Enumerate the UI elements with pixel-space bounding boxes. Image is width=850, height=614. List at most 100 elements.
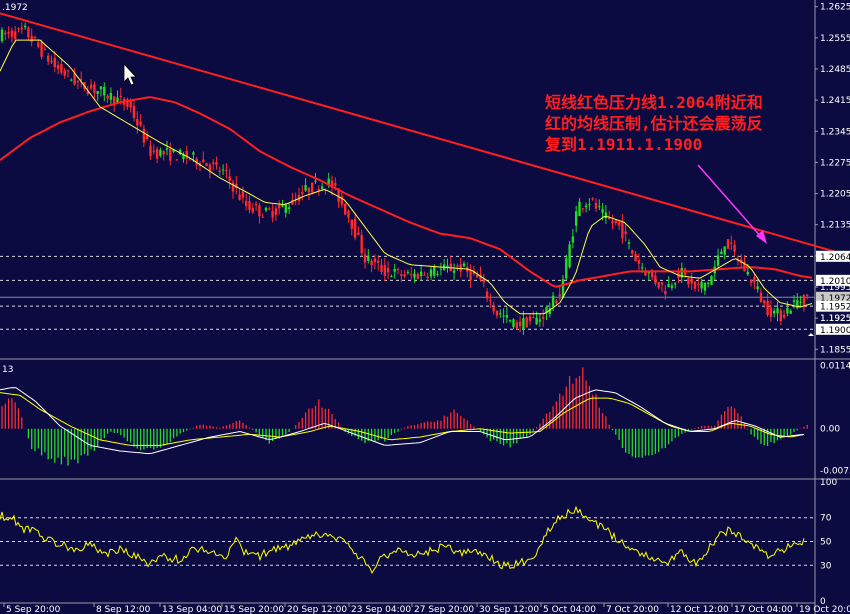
candle-body — [218, 170, 221, 173]
magenta-arrowhead-icon — [756, 230, 767, 244]
candle-body — [806, 294, 809, 296]
candle-body — [116, 97, 119, 103]
candle-body — [462, 263, 466, 267]
candle-body — [152, 150, 155, 152]
candle-body — [334, 182, 337, 186]
candle-body — [674, 283, 677, 285]
candle-body — [129, 101, 132, 108]
candle-body — [390, 276, 393, 278]
candle-body — [149, 145, 152, 156]
rsi-tick-label: 30 — [820, 561, 832, 571]
overlay-marks — [123, 62, 814, 336]
candle-body — [251, 207, 254, 213]
candle-body — [433, 266, 436, 276]
candle-body — [0, 29, 4, 42]
slow-moving-average — [0, 96, 813, 288]
candle-body — [670, 285, 674, 288]
candle-body — [773, 310, 776, 314]
candle-body — [10, 30, 14, 37]
candle-body — [726, 239, 730, 249]
candle-body — [353, 218, 357, 238]
candle-body — [182, 154, 185, 160]
candle-body — [162, 151, 165, 155]
candle-body — [30, 35, 33, 42]
rsi-tick-label: 0 — [820, 597, 826, 607]
candle-body — [723, 246, 726, 255]
candle-body — [386, 267, 390, 273]
candle-body — [221, 169, 225, 171]
candle-body — [617, 221, 621, 226]
candle-body — [23, 25, 27, 28]
candle-body — [660, 282, 664, 285]
candle-body — [796, 300, 799, 309]
price-level-tag — [816, 323, 850, 335]
candle-body — [789, 310, 792, 314]
candle-body — [225, 169, 228, 171]
candle-body — [710, 275, 713, 285]
candle-body — [631, 250, 634, 254]
candle-body — [410, 274, 413, 276]
candle-body — [33, 36, 37, 38]
candle-body — [103, 86, 106, 96]
macd-signal-line — [0, 387, 805, 455]
candle-body — [509, 319, 512, 321]
candle-body — [413, 273, 416, 278]
candle-body — [753, 277, 756, 283]
candle-body — [136, 119, 139, 126]
candle-body — [518, 321, 522, 327]
price-tick-label: 1.2135 — [820, 221, 850, 231]
candle-body — [212, 162, 215, 164]
candle-body — [330, 180, 334, 188]
candle-body — [301, 192, 304, 195]
candle-body — [155, 149, 159, 159]
candle-body — [740, 259, 743, 264]
candle-body — [132, 105, 136, 118]
price-level-tag — [816, 300, 850, 312]
candle-body — [571, 236, 575, 243]
candle-body — [373, 258, 377, 263]
candle-body — [551, 295, 555, 307]
candle-body — [106, 95, 109, 99]
candle-body — [383, 265, 386, 276]
candle-body — [763, 300, 766, 304]
time-tick-label: 30 Sep 12:00 — [479, 605, 539, 614]
candle-body — [733, 244, 736, 252]
candle-body — [641, 267, 644, 269]
candle-body — [439, 268, 443, 270]
candle-body — [43, 49, 47, 51]
candle-body — [159, 149, 162, 156]
candle-body — [621, 221, 624, 239]
candle-body — [241, 191, 245, 198]
candle-body — [406, 271, 410, 273]
candle-body — [779, 310, 782, 322]
price-level-tag-label: 1.1972 — [820, 294, 850, 304]
candle-body — [479, 274, 482, 280]
candle-body — [17, 28, 20, 30]
price-tick-label: 1.2415 — [820, 96, 850, 106]
candle-body — [175, 159, 179, 161]
candle-body — [598, 206, 601, 208]
candle-body — [179, 149, 182, 155]
candle-body — [377, 261, 380, 263]
candle-body — [96, 90, 99, 94]
candle-body — [581, 208, 584, 210]
price-level-tag-label: 1.2064 — [820, 253, 850, 263]
resistance-trendline — [0, 12, 850, 257]
time-tick-label: 7 Oct 20:00 — [606, 605, 659, 614]
candle-body — [690, 278, 693, 284]
candle-body — [400, 274, 403, 276]
price-level-tag — [816, 274, 850, 286]
candle-body — [317, 189, 320, 192]
candle-body — [327, 178, 330, 184]
candle-body — [436, 274, 439, 276]
candle-body — [492, 306, 495, 312]
candle-body — [512, 319, 515, 327]
price-tick-label: 1.2205 — [820, 190, 850, 200]
current-price-label: .1972 — [2, 3, 28, 13]
candle-body — [47, 55, 50, 62]
candle-body — [350, 219, 353, 229]
macd-line — [0, 392, 805, 446]
candle-body — [370, 260, 373, 266]
candle-body — [525, 317, 528, 328]
